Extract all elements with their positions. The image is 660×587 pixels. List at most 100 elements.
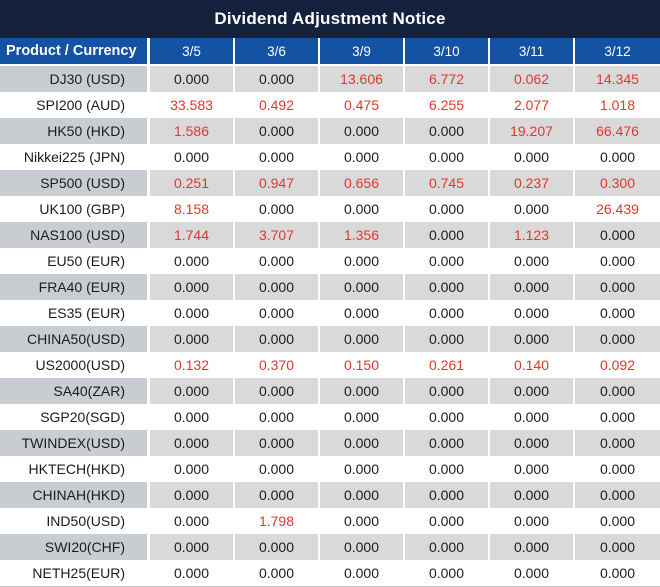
column-header-date: 3/12 <box>604 43 631 59</box>
table-row: SGP20(SGD) 0.000 0.000 0.000 0.000 0.000 0.000 <box>0 404 660 430</box>
value-cell: 0.000 <box>405 508 490 534</box>
value-cell: 0.000 <box>150 534 235 560</box>
table-row: Nikkei225 (JPN) 0.000 0.000 0.000 0.000 0.000… <box>0 144 660 170</box>
value-cell: 0.000 <box>490 378 575 404</box>
value-cell: 0.000 <box>320 118 405 144</box>
value-cell: 0.000 <box>235 326 320 352</box>
value-cell: 1.356 <box>320 222 405 248</box>
value-cell: 0.132 <box>150 352 235 378</box>
table-row: HK50 (HKD) 1.586 0.000 0.000 0.000 19.207 66.4… <box>0 118 660 144</box>
value-cell: 0.000 <box>575 560 660 586</box>
value-cell: 6.255 <box>405 92 490 118</box>
value-cell: 0.000 <box>490 274 575 300</box>
value-cell: 1.586 <box>150 118 235 144</box>
value-cell: 0.000 <box>490 456 575 482</box>
value-cell: 0.000 <box>490 326 575 352</box>
product-cell: EU50 (EUR) <box>0 248 150 274</box>
table-row: DJ30 (USD) 0.000 0.000 13.606 6.772 0.062 14.3… <box>0 66 660 92</box>
value-cell: 0.000 <box>405 274 490 300</box>
table-body: DJ30 (USD) 0.000 0.000 13.606 6.772 0.062 14.3… <box>0 66 660 586</box>
table-row: SA40(ZAR) 0.000 0.000 0.000 0.000 0.000 0.000 <box>0 378 660 404</box>
value-cell: 0.656 <box>320 170 405 196</box>
value-cell: 0.000 <box>235 404 320 430</box>
value-cell: 0.000 <box>490 196 575 222</box>
value-cell: 0.251 <box>150 170 235 196</box>
product-cell: SPI200 (AUD) <box>0 92 150 118</box>
value-cell: 0.000 <box>490 482 575 508</box>
value-cell: 0.492 <box>235 92 320 118</box>
value-cell: 0.000 <box>150 326 235 352</box>
value-cell: 0.000 <box>490 534 575 560</box>
value-cell: 0.261 <box>405 352 490 378</box>
value-cell: 0.000 <box>320 300 405 326</box>
value-cell: 1.798 <box>235 508 320 534</box>
value-cell: 0.000 <box>405 300 490 326</box>
value-cell: 0.000 <box>235 248 320 274</box>
column-header-date: 3/9 <box>320 38 405 64</box>
table-row: SWI20(CHF) 0.000 0.000 0.000 0.000 0.000 0.000 <box>0 534 660 560</box>
product-cell: NAS100 (USD) <box>0 222 150 248</box>
value-cell: 0.000 <box>320 482 405 508</box>
value-cell: 26.439 <box>575 196 660 222</box>
value-cell: 0.000 <box>405 456 490 482</box>
table-row: IND50(USD) 0.000 1.798 0.000 0.000 0.000 0.000 <box>0 508 660 534</box>
value-cell: 0.000 <box>575 144 660 170</box>
product-cell: Nikkei225 (JPN) <box>0 144 150 170</box>
value-cell: 0.947 <box>235 170 320 196</box>
value-cell: 0.000 <box>405 196 490 222</box>
value-cell: 0.000 <box>320 560 405 586</box>
value-cell: 14.345 <box>575 66 660 92</box>
value-cell: 0.000 <box>150 560 235 586</box>
product-cell: DJ30 (USD) <box>0 66 150 92</box>
value-cell: 1.123 <box>490 222 575 248</box>
value-cell: 3.707 <box>235 222 320 248</box>
value-cell: 0.000 <box>320 508 405 534</box>
value-cell: 0.000 <box>235 378 320 404</box>
value-cell: 0.000 <box>235 560 320 586</box>
value-cell: 0.370 <box>235 352 320 378</box>
value-cell: 0.000 <box>405 430 490 456</box>
value-cell: 0.000 <box>150 404 235 430</box>
value-cell: 0.000 <box>575 534 660 560</box>
table-row: FRA40 (EUR) 0.000 0.000 0.000 0.000 0.000 0.00… <box>0 274 660 300</box>
table-row: ES35 (EUR) 0.000 0.000 0.000 0.000 0.000 0.000 <box>0 300 660 326</box>
value-cell: 0.000 <box>150 248 235 274</box>
value-cell: 0.000 <box>235 482 320 508</box>
table-row: CHINA50(USD) 0.000 0.000 0.000 0.000 0.000 0.0… <box>0 326 660 352</box>
value-cell: 0.062 <box>490 66 575 92</box>
product-cell: ES35 (EUR) <box>0 300 150 326</box>
value-cell: 0.000 <box>575 326 660 352</box>
value-cell: 0.000 <box>490 300 575 326</box>
table-row: SPI200 (AUD) 33.583 0.492 0.475 6.255 2.077 1.… <box>0 92 660 118</box>
value-cell: 0.000 <box>490 560 575 586</box>
value-cell: 0.000 <box>235 300 320 326</box>
value-cell: 0.000 <box>405 248 490 274</box>
product-cell: HKTECH(HKD) <box>0 456 150 482</box>
value-cell: 0.000 <box>490 248 575 274</box>
value-cell: 0.140 <box>490 352 575 378</box>
value-cell: 0.000 <box>405 222 490 248</box>
product-cell: IND50(USD) <box>0 508 150 534</box>
value-cell: 0.000 <box>405 326 490 352</box>
value-cell: 0.000 <box>235 274 320 300</box>
value-cell: 0.000 <box>320 196 405 222</box>
value-cell: 0.000 <box>150 300 235 326</box>
value-cell: 0.000 <box>575 456 660 482</box>
product-cell: SP500 (USD) <box>0 170 150 196</box>
value-cell: 0.000 <box>320 274 405 300</box>
value-cell: 0.000 <box>575 404 660 430</box>
value-cell: 0.475 <box>320 92 405 118</box>
value-cell: 33.583 <box>150 92 235 118</box>
column-header-date: 3/11 <box>490 38 575 64</box>
value-cell: 0.000 <box>320 456 405 482</box>
value-cell: 0.000 <box>150 378 235 404</box>
value-cell: 0.000 <box>490 144 575 170</box>
value-cell: 0.000 <box>405 534 490 560</box>
value-cell: 0.000 <box>150 66 235 92</box>
product-cell: US2000(USD) <box>0 352 150 378</box>
value-cell: 0.000 <box>405 118 490 144</box>
product-cell: UK100 (GBP) <box>0 196 150 222</box>
value-cell: 0.000 <box>320 248 405 274</box>
value-cell: 0.000 <box>575 222 660 248</box>
value-cell: 0.000 <box>235 66 320 92</box>
